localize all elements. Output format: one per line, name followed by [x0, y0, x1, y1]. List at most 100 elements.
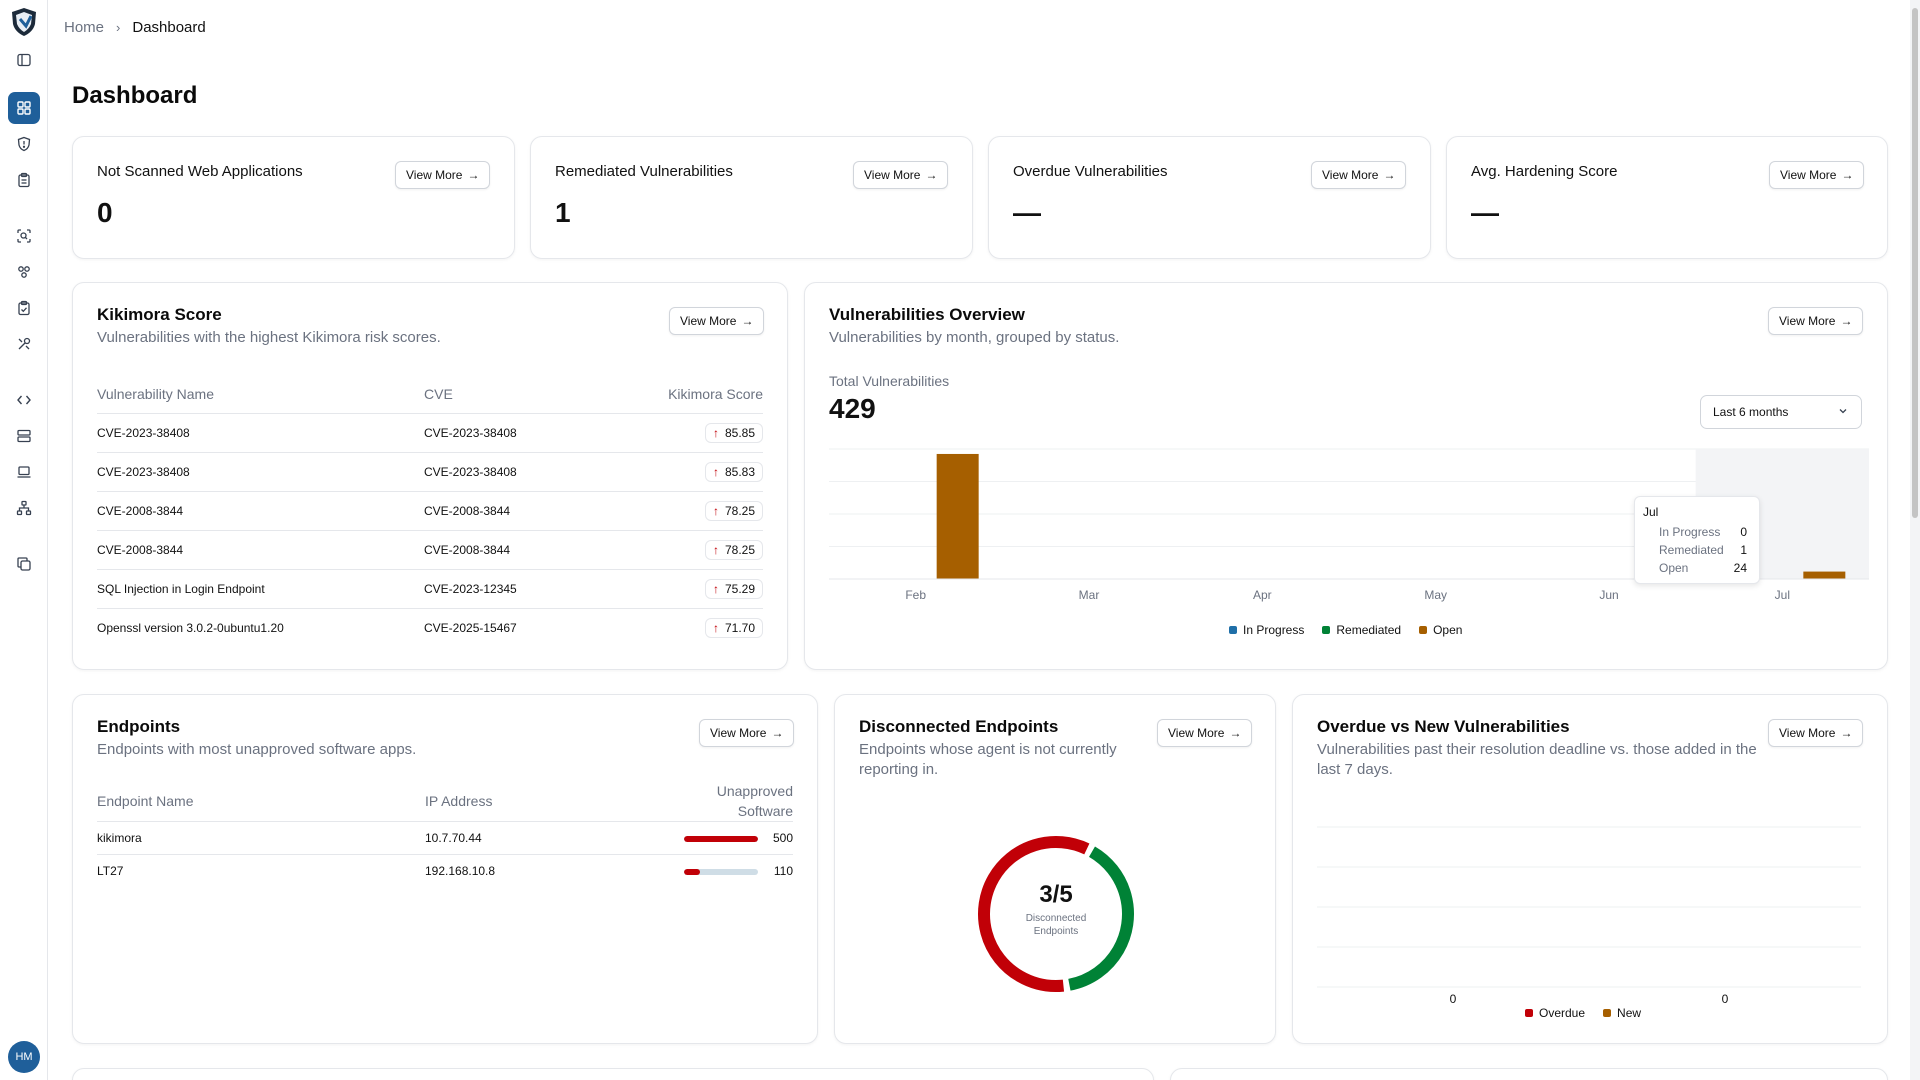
arrow-right-icon: → — [741, 314, 754, 328]
table-row[interactable]: CVE-2023-38408 CVE-2023-38408 ↑ 85.85 — [97, 413, 763, 453]
table-row[interactable]: SQL Injection in Login Endpoint CVE-2023… — [97, 569, 763, 609]
legend-item-overdue[interactable]: Overdue — [1525, 1006, 1585, 1020]
view-more-button[interactable]: View More → — [1769, 161, 1865, 189]
stat-value: — — [1471, 197, 1499, 228]
table-row[interactable]: LT27 192.168.10.8 110 — [97, 855, 793, 888]
view-more-button[interactable]: View More → — [699, 719, 795, 747]
endpoint-ip: 10.7.70.44 — [425, 821, 675, 855]
tools-icon[interactable] — [12, 332, 36, 356]
stat-value: 1 — [555, 197, 571, 228]
overdue-vs-new-card: Overdue vs New Vulnerabilities Vulnerabi… — [1292, 694, 1888, 1044]
stat-label: Avg. Hardening Score — [1471, 163, 1618, 180]
arrow-right-icon: → — [1841, 168, 1854, 182]
table-row[interactable]: Openssl version 3.0.2-0ubuntu1.20 CVE-20… — [97, 608, 763, 647]
view-more-button[interactable]: View More → — [1311, 161, 1407, 189]
card-subtitle: Endpoints with most unapproved software … — [97, 741, 417, 758]
breadcrumb-home[interactable]: Home — [64, 19, 105, 36]
legend-item-new[interactable]: New — [1603, 1006, 1641, 1020]
column-header[interactable]: Endpoint Name — [97, 781, 425, 822]
clipboard-check-icon[interactable] — [12, 296, 36, 320]
card-title: Vulnerabilities Overview — [829, 305, 1025, 324]
table-row[interactable]: CVE-2023-38408 CVE-2023-38408 ↑ 85.83 — [97, 452, 763, 492]
stat-card-not-scanned: Not Scanned Web Applications View More → … — [72, 136, 515, 259]
card-title: Disconnected Endpoints — [859, 717, 1059, 736]
bug-icon[interactable] — [12, 260, 36, 284]
sidebar: HM — [0, 0, 48, 1080]
stat-label: Overdue Vulnerabilities — [1013, 163, 1168, 180]
column-header[interactable]: Kikimora Score — [624, 375, 763, 414]
code-icon[interactable] — [12, 388, 36, 412]
total-label: Total Vulnerabilities — [829, 373, 950, 389]
breadcrumb-current: Dashboard — [132, 19, 206, 36]
view-more-button[interactable]: View More → — [1768, 307, 1864, 335]
tooltip-row: Open 24 — [1659, 561, 1747, 575]
range-select[interactable]: Last 6 months — [1700, 395, 1862, 429]
unapproved-cell: 110 — [675, 855, 793, 888]
view-more-button[interactable]: View More → — [395, 161, 491, 189]
arrow-up-icon: ↑ — [712, 503, 719, 518]
view-more-button[interactable]: View More → — [853, 161, 949, 189]
x-tick-label: Jul — [1775, 588, 1790, 602]
vuln-name: CVE-2023-38408 — [97, 452, 424, 492]
arrow-right-icon: → — [925, 168, 938, 182]
progress-fill — [683, 869, 700, 876]
breadcrumb: Home › Dashboard — [64, 19, 206, 36]
avatar[interactable]: HM — [8, 1041, 40, 1073]
legend-item-open[interactable]: Open — [1419, 623, 1462, 637]
app-logo[interactable] — [9, 6, 39, 38]
donut-caption: Endpoints — [1033, 926, 1079, 937]
column-header[interactable]: Vulnerability Name — [97, 375, 424, 414]
sidebar-toggle-icon[interactable] — [12, 48, 36, 72]
stat-label: Not Scanned Web Applications — [97, 163, 303, 180]
total-value: 429 — [829, 393, 876, 424]
view-more-button[interactable]: View More → — [669, 307, 765, 335]
chevron-right-icon: › — [116, 20, 121, 35]
score-badge: ↑ 85.85 — [704, 422, 763, 443]
column-header[interactable]: Unapproved Software — [675, 781, 793, 822]
table-row[interactable]: CVE-2008-3844 CVE-2008-3844 ↑ 78.25 — [97, 530, 763, 570]
legend-item-in-progress[interactable]: In Progress — [1229, 623, 1304, 637]
donut-segment-connected[interactable] — [971, 829, 1141, 999]
table-row[interactable]: kikimora 10.7.70.44 500 — [97, 821, 793, 855]
sidebar-item-dashboard[interactable] — [8, 92, 40, 124]
arrow-up-icon: ↑ — [712, 464, 719, 479]
arrow-right-icon: → — [1229, 726, 1242, 740]
column-header[interactable]: IP Address — [425, 781, 675, 822]
card-title: Endpoints — [97, 717, 181, 736]
x-tick-label: Jun — [1599, 588, 1618, 602]
progress-bar — [683, 835, 758, 842]
score-badge: ↑ 75.29 — [704, 578, 763, 599]
card-title: Kikimora Score — [97, 305, 222, 324]
donut-segment-disconnected[interactable] — [971, 829, 1141, 999]
page-title: Dashboard — [72, 82, 198, 109]
kikimora-table: Vulnerability Name CVE Kikimora Score CV… — [97, 375, 763, 647]
table-row[interactable]: CVE-2008-3844 CVE-2008-3844 ↑ 78.25 — [97, 491, 763, 531]
endpoint-ip: 192.168.10.8 — [425, 864, 496, 879]
page-scrollbar[interactable] — [1910, 0, 1920, 1080]
vuln-cve: CVE-2008-3844 — [424, 491, 624, 531]
copy-icon[interactable] — [12, 552, 36, 576]
server-icon[interactable] — [12, 424, 36, 448]
card-subtitle: Vulnerabilities by month, grouped by sta… — [829, 329, 1120, 346]
x-tick-label: May — [1424, 588, 1447, 602]
clipboard-icon[interactable] — [12, 168, 36, 192]
view-more-button[interactable]: View More → — [1768, 719, 1864, 747]
column-header[interactable]: CVE — [424, 375, 624, 414]
network-icon[interactable] — [12, 496, 36, 520]
arrow-right-icon: → — [467, 168, 480, 182]
bar-open-feb[interactable] — [936, 453, 979, 579]
scrollbar-thumb[interactable] — [1912, 8, 1918, 518]
bar-open-jul[interactable] — [1803, 571, 1846, 579]
stat-card-remediated: Remediated Vulnerabilities View More → 1 — [530, 136, 973, 259]
shield-icon[interactable] — [12, 132, 36, 156]
disconnected-endpoints-card: Disconnected Endpoints Endpoints whose a… — [834, 694, 1276, 1044]
chart-tooltip: Jul In Progress 0 Remediated 1 Open 24 — [1634, 496, 1760, 584]
legend-item-remediated[interactable]: Remediated — [1322, 623, 1401, 637]
laptop-icon[interactable] — [12, 460, 36, 484]
scan-icon[interactable] — [12, 224, 36, 248]
vuln-cve: CVE-2025-15467 — [424, 620, 517, 635]
card-subtitle: Vulnerabilities with the highest Kikimor… — [97, 329, 441, 346]
vuln-cve: CVE-2008-3844 — [424, 530, 624, 570]
view-more-button[interactable]: View More → — [1157, 719, 1253, 747]
score-badge: ↑ 71.70 — [704, 617, 763, 638]
